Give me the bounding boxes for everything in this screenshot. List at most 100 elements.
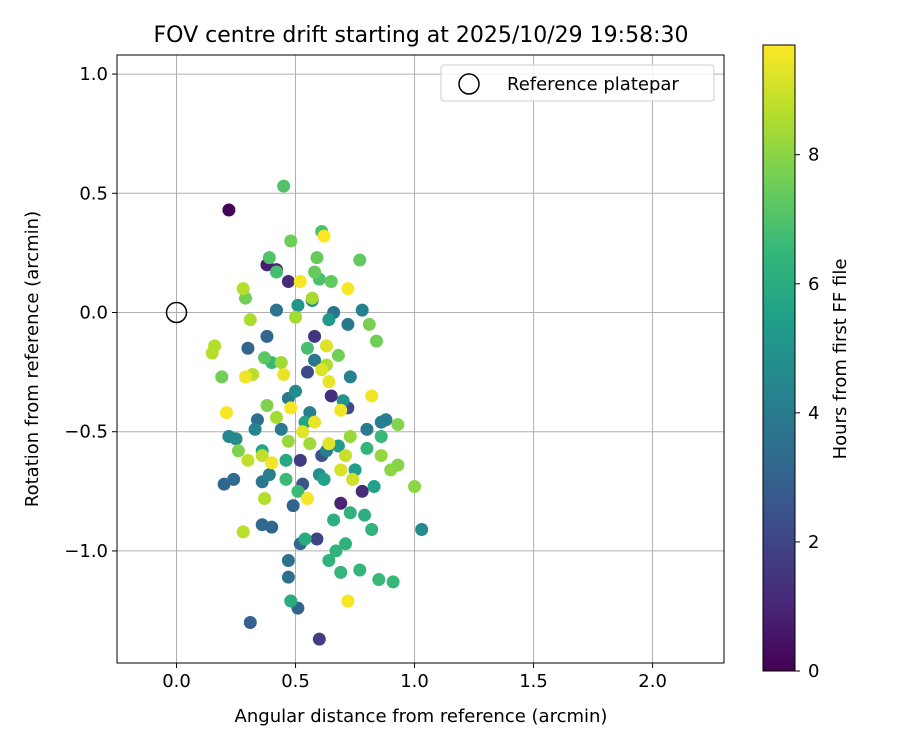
data-point	[255, 449, 269, 463]
data-point	[289, 310, 303, 324]
chart-title: FOV centre drift starting at 2025/10/29 …	[154, 23, 689, 48]
data-point	[269, 265, 283, 279]
data-point	[360, 422, 374, 436]
data-point	[293, 275, 307, 289]
data-point	[219, 406, 233, 420]
data-point	[217, 477, 231, 491]
x-axis-label: Angular distance from reference (arcmin)	[235, 706, 608, 727]
data-point	[358, 508, 372, 522]
legend: Reference platepar	[440, 64, 715, 102]
x-tick-label: 1.5	[519, 671, 548, 692]
colorbar-label: Hours from first FF file	[830, 259, 851, 460]
x-tick-label: 1.0	[400, 671, 429, 692]
plot-frame	[116, 54, 725, 664]
data-point	[365, 389, 379, 403]
data-point	[308, 353, 322, 367]
data-point	[343, 370, 357, 384]
legend-label: Reference platepar	[507, 74, 679, 95]
data-point	[281, 553, 295, 567]
data-point	[334, 496, 348, 510]
data-point	[308, 415, 322, 429]
data-point	[322, 375, 336, 389]
data-point	[236, 525, 250, 539]
data-point	[339, 537, 353, 551]
data-point	[274, 356, 288, 370]
data-point	[369, 334, 383, 348]
data-point	[298, 532, 312, 546]
plot-background	[117, 55, 724, 663]
data-point	[222, 203, 236, 217]
data-point	[305, 291, 319, 305]
data-point	[379, 413, 393, 427]
data-point	[341, 317, 355, 331]
data-point	[346, 472, 360, 486]
data-point	[322, 437, 336, 451]
reference-marker	[165, 301, 188, 324]
legend-box	[440, 64, 715, 102]
data-point	[341, 594, 355, 608]
data-point	[353, 253, 367, 267]
y-tick-label: −1.0	[64, 541, 108, 562]
data-point	[386, 575, 400, 589]
data-point	[310, 532, 324, 546]
data-point	[308, 329, 322, 343]
data-point	[300, 365, 314, 379]
data-point	[322, 553, 336, 567]
data-point	[367, 480, 381, 494]
data-point	[277, 367, 291, 381]
data-point	[277, 179, 291, 193]
data-point	[339, 449, 353, 463]
data-point	[355, 484, 369, 498]
data-point	[408, 480, 422, 494]
data-point	[343, 506, 357, 520]
data-point	[317, 229, 331, 243]
grid	[117, 55, 724, 663]
data-point	[300, 341, 314, 355]
colorbar-ticks: 0 2 4 6 8	[795, 145, 819, 682]
data-point	[384, 463, 398, 477]
data-point	[229, 432, 243, 446]
colorbar-tick-label: 2	[808, 532, 819, 553]
axis-ticks: 0.0 0.5 1.0 1.5 2.0 1.0 0.5 0.0 −0.5 −1.0	[64, 64, 667, 692]
data-point	[258, 351, 272, 365]
x-tick-label: 0.5	[281, 671, 310, 692]
data-point	[355, 303, 369, 317]
data-point	[208, 339, 222, 353]
data-point	[310, 251, 324, 265]
data-point	[265, 456, 279, 470]
data-point	[241, 453, 255, 467]
legend-reference-marker	[458, 73, 480, 95]
data-point	[289, 384, 303, 398]
data-point	[258, 491, 272, 505]
data-point	[281, 570, 295, 584]
data-point	[374, 449, 388, 463]
data-point	[291, 298, 305, 312]
y-tick-label: −0.5	[64, 422, 108, 443]
colorbar-tick-label: 4	[808, 403, 819, 424]
data-point	[243, 313, 257, 327]
data-point	[296, 425, 310, 439]
data-point	[303, 437, 317, 451]
data-point	[260, 329, 274, 343]
data-point	[324, 389, 338, 403]
data-point	[269, 410, 283, 424]
x-tick-label: 2.0	[638, 671, 667, 692]
colorbar-tick-label: 6	[808, 274, 819, 295]
data-point	[331, 348, 345, 362]
data-point	[315, 363, 329, 377]
data-point	[281, 275, 295, 289]
data-point	[286, 499, 300, 513]
data-point	[362, 317, 376, 331]
data-point	[317, 472, 331, 486]
colorbar	[762, 44, 796, 672]
data-point	[415, 522, 429, 536]
data-point	[279, 453, 293, 467]
data-point	[215, 370, 229, 384]
data-point	[269, 303, 283, 317]
data-point	[243, 615, 257, 629]
data-point	[262, 251, 276, 265]
data-point	[241, 341, 255, 355]
data-point	[236, 282, 250, 296]
data-point	[308, 265, 322, 279]
